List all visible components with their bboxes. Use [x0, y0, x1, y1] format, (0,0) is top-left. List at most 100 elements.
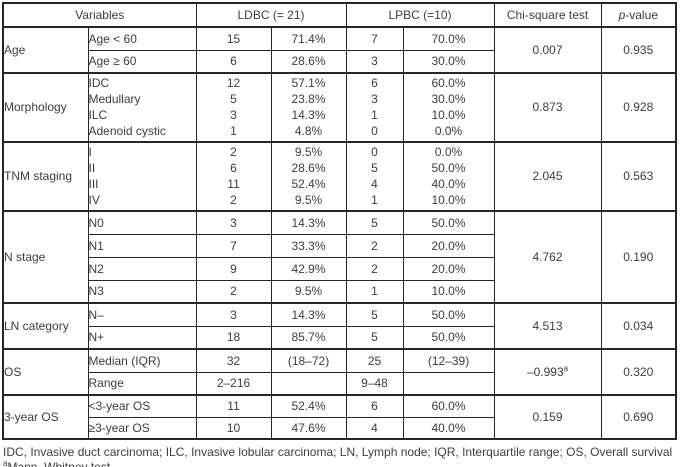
ldbc-n-line: 1 — [230, 124, 237, 138]
table-row: N stage N0 3 14.3% 5 50.0% 4.762 0.190 — [2, 210, 677, 304]
group-label-cell: TNM staging — [2, 141, 89, 212]
section-3-year-os: 3-year OS <3-year OS 11 52.4% 6 60.0% 0.… — [2, 394, 677, 440]
ldbc-n-cell: 32 — [195, 348, 272, 373]
group-label-cell: LN category — [2, 302, 89, 350]
mann-whitney-footnote-marker: a — [563, 364, 569, 373]
lpbc-pct-line: 0.0% — [434, 145, 463, 159]
ldbc-n-cell: 6 — [195, 49, 272, 74]
section-tnm-staging: TNM staging I II III IV 2 6 11 2 9.5% 28… — [2, 141, 677, 212]
ldbc-pct-cell: 52.4% — [270, 394, 347, 418]
group-label-cell: N stage — [2, 210, 89, 304]
ldbc-n-cell: 12 5 3 1 — [195, 72, 272, 143]
lpbc-n-cell: 5 — [345, 302, 404, 327]
sub-variable-cell: Age ≥ 60 — [87, 49, 197, 74]
p-value-header-suffix: -value — [625, 8, 658, 22]
group-label-cell: Morphology — [2, 72, 89, 143]
ldbc-n-cell: 9 — [195, 256, 272, 281]
footnotes: IDC, Invasive duct carcinoma; ILC, Invas… — [2, 445, 681, 467]
sub-variable-line: IV — [88, 193, 100, 207]
p-value-cell: 0.563 — [600, 141, 677, 212]
section-os: OS Median (IQR) 32 (18–72) 25 (12–39) –0… — [2, 348, 677, 396]
ldbc-n-line: 11 — [227, 177, 240, 191]
sub-variable-cell: Age < 60 — [87, 26, 197, 51]
sub-variable-line: I — [88, 145, 92, 159]
ldbc-n-line: 3 — [230, 108, 237, 122]
lpbc-n-line: 1 — [371, 193, 378, 207]
lpbc-pct-line: 40.0% — [431, 177, 466, 191]
table-row: N3 2 9.5% 1 10.0% — [3, 279, 676, 304]
lpbc-pct-cell: 40.0% — [402, 416, 495, 440]
table-row: Age Age < 60 15 71.4% 7 70.0% 0.007 0.93… — [2, 26, 677, 74]
ldbc-pct-line: 28.6% — [291, 161, 326, 175]
group-label-cell: 3-year OS — [2, 394, 89, 440]
ldbc-n-line: 2 — [230, 145, 237, 159]
lpbc-pct-line: 10.0% — [431, 108, 466, 122]
lpbc-n-line: 3 — [371, 92, 378, 106]
sub-variable-cell: N1 — [87, 233, 197, 258]
lpbc-n-cell: 6 — [345, 394, 404, 418]
sub-variable-cell: Range — [87, 371, 197, 396]
ldbc-n-cell: 2–216 — [195, 371, 272, 396]
sub-variable-cell: Median (IQR) — [87, 348, 197, 373]
lpbc-n-cell: 9–48 — [345, 371, 404, 396]
lpbc-pct-cell: 0.0% 50.0% 40.0% 10.0% — [402, 141, 495, 212]
chi-square-header: Chi-square test — [493, 2, 602, 28]
ldbc-pct-line: 4.8% — [294, 124, 323, 138]
lpbc-n-cell: 6 3 1 0 — [345, 72, 404, 143]
chi-square-cell: 0.159 — [493, 394, 602, 440]
lpbc-pct-line: 30.0% — [431, 92, 466, 106]
table-header: Variables LDBC (= 21) LPBC (=10) Chi-squ… — [2, 2, 677, 28]
lpbc-n-cell: 5 — [345, 210, 404, 235]
sub-variable-cell: N3 — [87, 279, 197, 304]
ldbc-pct-cell: 85.7% — [270, 325, 347, 350]
ldbc-pct-cell: 57.1% 23.8% 14.3% 4.8% — [270, 72, 347, 143]
section-ln-category: LN category N– 3 14.3% 5 50.0% 4.513 0.0… — [2, 302, 677, 350]
ldbc-pct-cell: 14.3% — [270, 210, 347, 235]
p-value-cell: 0.320 — [600, 348, 677, 396]
sub-variable-cell: I II III IV — [87, 141, 197, 212]
ldbc-pct-cell: 47.6% — [270, 416, 347, 440]
ldbc-n-cell: 11 — [195, 394, 272, 418]
table-row: N2 9 42.9% 2 20.0% — [3, 256, 676, 281]
ldbc-n-line: 6 — [230, 161, 237, 175]
sub-variable-cell: N0 — [87, 210, 197, 235]
lpbc-n-cell: 0 5 4 1 — [345, 141, 404, 212]
table-row: ≥3-year OS 10 47.6% 4 40.0% — [3, 416, 676, 440]
ldbc-n-cell: 10 — [195, 416, 272, 440]
ldbc-pct-cell: 33.3% — [270, 233, 347, 258]
ldbc-n-cell: 3 — [195, 302, 272, 327]
sub-variable-cell: ≥3-year OS — [87, 416, 197, 440]
lpbc-n-cell: 2 — [345, 233, 404, 258]
ldbc-header: LDBC (= 21) — [195, 2, 347, 28]
ldbc-pct-cell: 9.5% — [270, 279, 347, 304]
header-row: Variables LDBC (= 21) LPBC (=10) Chi-squ… — [2, 2, 677, 28]
sub-variable-cell: N2 — [87, 256, 197, 281]
lpbc-pct-line: 0.0% — [434, 124, 463, 138]
lpbc-n-line: 5 — [371, 161, 378, 175]
sub-variable-cell: IDC Medullary ILC Adenoid cystic — [87, 72, 197, 143]
ldbc-n-cell: 7 — [195, 233, 272, 258]
lpbc-pct-line: 10.0% — [431, 193, 466, 207]
table-row: N1 7 33.3% 2 20.0% — [3, 233, 676, 258]
ldbc-pct-line: 52.4% — [291, 177, 326, 191]
p-value-cell: 0.690 — [600, 394, 677, 440]
ldbc-n-line: 2 — [230, 193, 237, 207]
ldbc-pct-cell: 28.6% — [270, 49, 347, 74]
lpbc-pct-cell: 50.0% — [402, 302, 495, 327]
chi-square-cell: 4.513 — [493, 302, 602, 350]
lpbc-n-cell: 4 — [345, 416, 404, 440]
group-label-cell: OS — [2, 348, 89, 396]
lpbc-pct-cell: 50.0% — [402, 210, 495, 235]
table-row: 3-year OS <3-year OS 11 52.4% 6 60.0% 0.… — [2, 394, 677, 440]
sub-variable-line: Medullary — [88, 92, 141, 106]
table-row: N+ 18 85.7% 5 50.0% — [3, 325, 676, 350]
comparison-table: Variables LDBC (= 21) LPBC (=10) Chi-squ… — [2, 2, 678, 440]
lpbc-n-cell: 2 — [345, 256, 404, 281]
table-row: OS Median (IQR) 32 (18–72) 25 (12–39) –0… — [2, 348, 677, 396]
mann-whitney-z-value: –0.993 — [526, 365, 564, 379]
group-label-cell: Age — [2, 26, 89, 74]
p-value-cell: 0.928 — [600, 72, 677, 143]
lpbc-pct-cell: 60.0% — [402, 394, 495, 418]
ldbc-pct-cell: 42.9% — [270, 256, 347, 281]
p-value-cell: 0.034 — [600, 302, 677, 350]
